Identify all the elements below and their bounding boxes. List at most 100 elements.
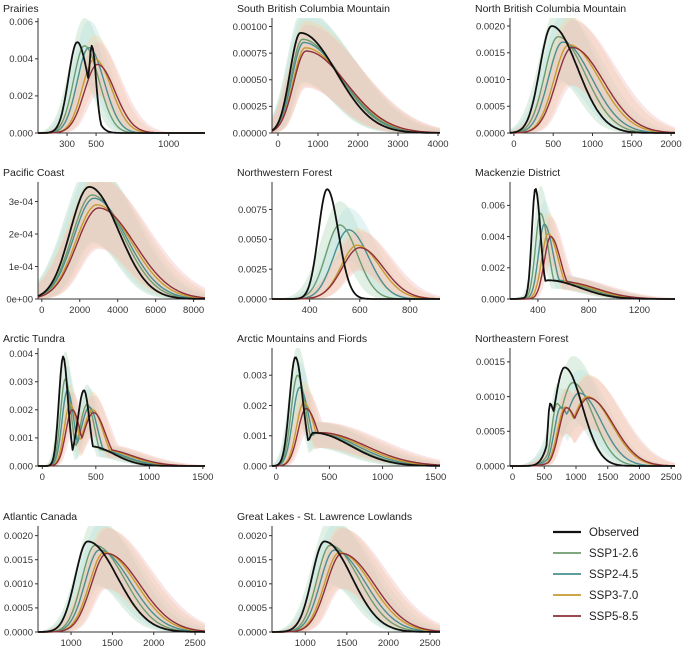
x-tick-label: 0 [39,305,44,316]
y-tick-label: 0.0000 [238,627,267,638]
band-ssp5-8-5 [510,20,675,133]
legend-item-observed: Observed [553,527,639,539]
line-ssp2-4-5 [272,549,441,633]
band-ssp5-8-5 [38,528,205,632]
y-tick-label: 0.000 [9,461,33,472]
line-observed [38,355,205,467]
x-tick-label: 600 [352,305,368,316]
x-tick-label: 1500 [336,638,357,648]
x-tick-label: 1500 [425,472,446,483]
x-tick-label: 500 [321,472,337,483]
y-tick-label: 0.004 [9,54,33,65]
legend-item-ssp2-4-5: SSP2-4.5 [553,569,638,581]
y-tick-label: 0.00050 [233,75,267,86]
band-ssp3-7-0 [38,35,205,133]
y-tick-label: 0.001 [243,431,267,442]
band-ssp5-8-5 [272,231,440,299]
x-tick-label: 2500 [185,638,206,648]
band-ssp2-4-5 [38,366,205,466]
y-tick-label: 0.0025 [238,264,267,275]
band-ssp2-4-5 [510,369,675,466]
line-ssp1-2-6 [37,194,205,300]
y-tick-label: 3e-04 [9,197,33,208]
y-tick-label: 0.0000 [476,461,505,472]
x-tick-label: 3000 [387,139,408,150]
x-tick-label: 1000 [158,139,179,150]
y-tick-label: 0.0020 [238,531,267,542]
x-tick-label: 500 [536,472,552,483]
panel-title: South British Columbia Mountain [237,3,390,15]
x-tick-label: 1000 [139,472,160,483]
y-tick-label: 0.0010 [4,579,33,590]
line-ssp2-4-5 [37,197,206,300]
band-ssp3-7-0 [272,382,440,466]
y-tick-label: 0.0015 [4,555,33,566]
x-tick-label: 500 [88,472,104,483]
line-observed [509,25,675,134]
line-observed [272,188,440,300]
panels: Prairies 300 500 1000 0.000 0.002 0.004 0.006 So… [3,3,682,648]
line-ssp2-4-5 [38,549,205,633]
line-observed [272,540,440,633]
line-ssp5-8-5 [37,207,206,299]
band-ssp5-8-5 [38,42,205,133]
legend-label: SSP1-2.6 [589,548,638,560]
x-tick-label: 800 [581,305,597,316]
y-tick-label: 0.003 [9,377,33,388]
band-ssp3-7-0 [510,212,675,299]
x-tick-label: 2500 [419,638,440,648]
panel-title: Great Lakes - St. Lawrence Lowlands [237,511,412,523]
x-tick-label: 0 [274,472,279,483]
panel-3: North British Columbia Mountain 0 500 1000 1… [475,3,682,150]
panel-title: North British Columbia Mountain [475,3,626,15]
x-tick-label: 4000 [107,305,128,316]
panel-2: South British Columbia Mountain 0 1000 2000… [233,3,449,150]
band-ssp2-4-5 [272,207,440,299]
y-tick-label: 0.0000 [238,294,267,305]
band-ssp2-4-5 [38,20,205,133]
band-ssp1-2-6 [510,356,675,466]
x-tick-label: 2500 [661,472,682,483]
y-tick-label: 0.0005 [238,603,267,614]
y-tick-label: 0.0015 [476,357,505,368]
line-observed [510,188,675,300]
y-tick-label: 0.0020 [4,531,33,542]
line-observed [510,366,675,467]
x-tick-label: 0 [511,139,516,150]
panel-4: Pacific Coast 0 2000 4000 6000 8000 0e+00 1e-04… [3,167,206,316]
y-tick-label: 0.00000 [233,128,267,139]
band-ssp5-8-5 [272,528,440,632]
panel-10: Atlantic Canada 1000 1500 2000 2500 0.0000 0.0… [3,511,206,648]
x-tick-label: 1000 [295,638,316,648]
y-tick-label: 0.0005 [476,102,505,113]
x-tick-label: 2000 [69,305,90,316]
line-ssp5-8-5 [38,552,206,633]
line-ssp2-4-5 [271,386,440,467]
y-tick-label: 0.002 [9,405,33,416]
x-tick-label: 0 [510,472,515,483]
x-tick-label: 0 [275,139,280,150]
legend-label: SSP2-4.5 [589,569,638,581]
y-tick-label: 0.000 [481,294,505,305]
line-ssp5-8-5 [272,407,440,467]
y-tick-label: 0.0005 [4,603,33,614]
x-tick-label: 1000 [60,638,81,648]
band-ssp3-7-0 [510,18,675,133]
x-tick-label: 8000 [183,305,204,316]
y-tick-label: 0.0020 [476,21,505,32]
band-ssp1-2-6 [272,18,440,133]
legend-item-ssp1-2-6: SSP1-2.6 [553,548,638,560]
panel-1: Prairies 300 500 1000 0.000 0.002 0.004 0.006 [3,3,205,150]
x-tick-label: 1500 [597,472,618,483]
band-ssp5-8-5 [272,24,440,133]
panel-5: Northwestern Forest 400 600 800 0.0000 0.0025… [237,167,440,316]
legend-label: Observed [589,527,639,539]
panel-7: Arctic Tundra 0 500 1000 1500 0.000 0.001 0.002… [3,333,213,483]
x-tick-label: 6000 [145,305,166,316]
x-tick-label: 400 [530,305,546,316]
legend-label: SSP5-8.5 [589,611,638,623]
band-ssp3-7-0 [272,527,440,632]
y-tick-label: 0.0015 [238,555,267,566]
x-tick-label: 1000 [307,139,328,150]
